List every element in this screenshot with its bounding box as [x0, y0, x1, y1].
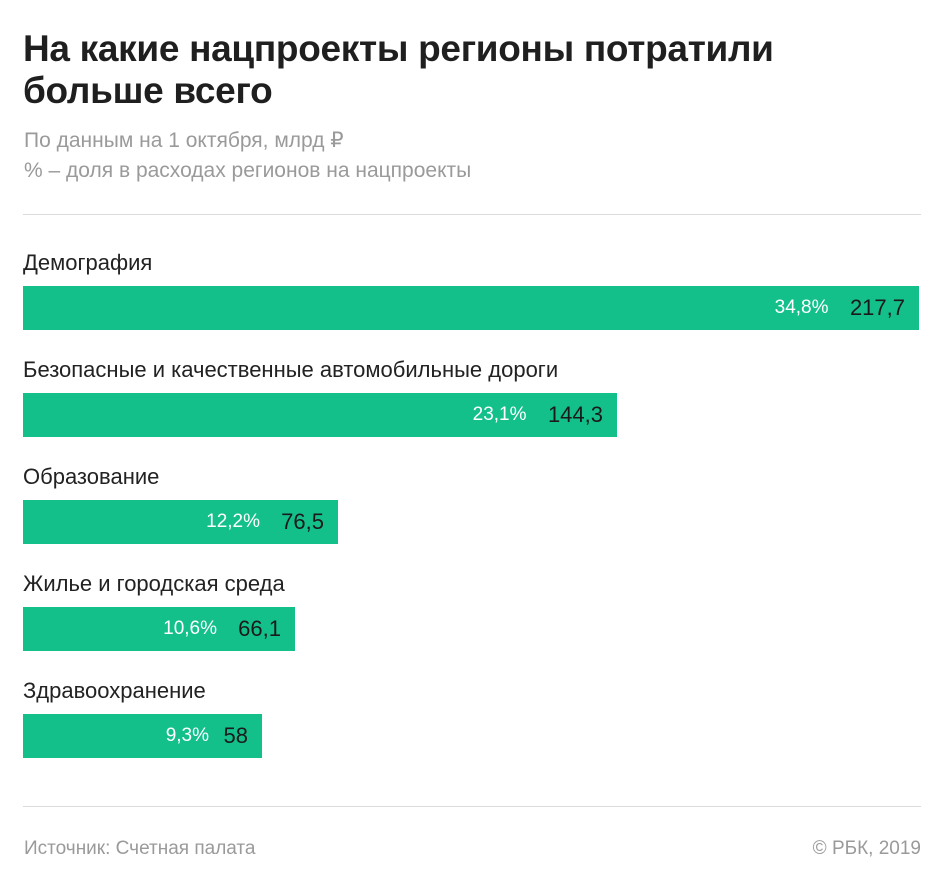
- bottom-divider: [23, 806, 921, 807]
- category-label: Образование: [23, 464, 160, 489]
- share-label: 23,1%: [472, 404, 527, 425]
- bar: [23, 393, 617, 437]
- share-label: 34,8%: [774, 297, 829, 318]
- value-label: 66,1: [238, 616, 281, 641]
- value-label: 144,3: [547, 402, 603, 427]
- source-note: Источник: Счетная палата: [24, 838, 256, 859]
- value-label: 58: [223, 723, 248, 748]
- copyright: © РБК, 2019: [812, 838, 921, 859]
- share-label: 12,2%: [206, 511, 260, 532]
- bar: [23, 714, 262, 758]
- bar: [23, 500, 338, 544]
- category-label: Жилье и городская среда: [23, 571, 285, 596]
- category-label: Безопасные и качественные автомобильные …: [23, 357, 559, 382]
- share-label: 10,6%: [163, 618, 217, 639]
- chart-subtitle: По данным на 1 октября, млрд ₽ % – доля …: [24, 126, 924, 186]
- category-label: Демография: [23, 250, 153, 275]
- value-label: 217,7: [849, 295, 905, 320]
- category-label: Здравоохранение: [23, 678, 206, 703]
- bar: [23, 607, 295, 651]
- subtitle-line-share: % – доля в расходах регионов на нацпроек…: [24, 159, 472, 182]
- top-divider: [23, 214, 921, 215]
- share-label: 9,3%: [165, 725, 209, 746]
- subtitle-line-units: По данным на 1 октября, млрд ₽: [24, 129, 344, 152]
- chart-title: На какие нацпроекты регионы потратили бо…: [23, 28, 774, 111]
- value-label: 76,5: [281, 509, 324, 534]
- bar: [23, 286, 919, 330]
